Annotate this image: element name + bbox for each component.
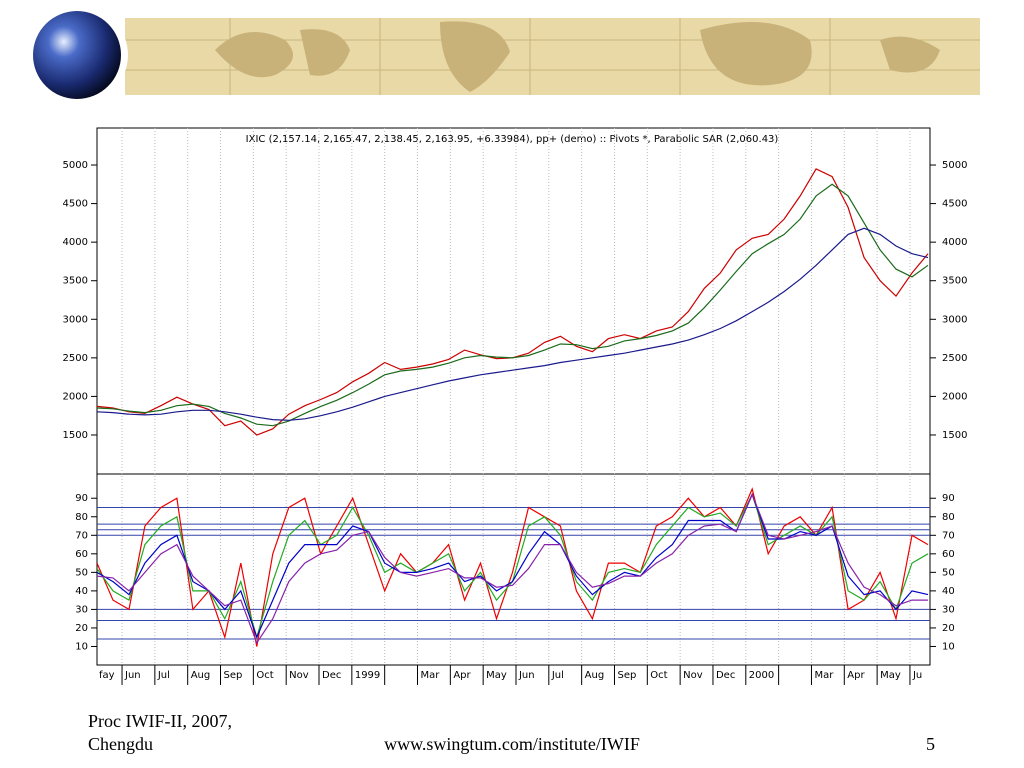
- footer-left: Proc IWIF-II, 2007,: [88, 711, 232, 731]
- x-tick-label: May: [486, 670, 507, 681]
- y-tick-label: 30: [942, 604, 955, 615]
- plot-area: [97, 128, 930, 665]
- series-line: [97, 168, 929, 436]
- x-tick-label: Jul: [157, 670, 170, 681]
- y-tick-label: 2500: [942, 353, 967, 364]
- y-tick-label: 10: [75, 641, 88, 652]
- y-tick-label: 5000: [942, 160, 967, 171]
- y-tick-label: 90: [75, 493, 88, 504]
- y-tick-label: 3500: [942, 276, 967, 287]
- y-tick-label: 80: [75, 512, 88, 523]
- y-tick-label: 2000: [942, 391, 967, 402]
- chart-title: IXIC (2,157.14, 2,165.47, 2,138.45, 2,16…: [246, 134, 779, 145]
- y-tick-label: 60: [942, 549, 955, 560]
- y-tick-label: 1500: [942, 430, 967, 441]
- x-tick-label: May: [880, 670, 901, 681]
- y-tick-label: 20: [75, 623, 88, 634]
- y-tick-label: 80: [942, 512, 955, 523]
- y-tick-label: 70: [75, 530, 88, 541]
- x-tick-label: Dec: [322, 670, 341, 681]
- y-tick-label: 20: [942, 623, 955, 634]
- y-tick-label: 4000: [63, 237, 88, 248]
- x-tick-label: Sep: [224, 670, 243, 681]
- series-line: [97, 492, 928, 645]
- x-tick-label: Sep: [617, 670, 636, 681]
- series-line: [97, 227, 929, 421]
- x-tick-label: Jun: [518, 670, 535, 681]
- footer-left: Chengdu: [88, 734, 153, 754]
- series-line: [97, 492, 929, 639]
- x-tick-label: Apr: [453, 670, 471, 681]
- x-tick-label: Nov: [289, 670, 309, 681]
- chart: IXIC (2,157.14, 2,165.47, 2,138.45, 2,16…: [63, 127, 967, 685]
- series-line: [97, 492, 929, 640]
- y-tick-label: 1500: [63, 430, 88, 441]
- x-tick-label: Dec: [716, 670, 735, 681]
- x-tick-label: 2000: [749, 670, 774, 681]
- banner: [32, 7, 980, 103]
- y-tick-label: 50: [942, 567, 955, 578]
- y-tick-label: 60: [75, 549, 88, 560]
- x-tick-label: Nov: [683, 670, 703, 681]
- x-tick-label: Jun: [124, 670, 141, 681]
- y-tick-label: 40: [75, 586, 88, 597]
- x-tick-label: 1999: [355, 670, 380, 681]
- y-tick-label: 5000: [63, 160, 88, 171]
- y-tick-label: 4500: [63, 199, 88, 210]
- y-tick-label: 3500: [63, 276, 88, 287]
- x-tick-label: Oct: [650, 670, 667, 681]
- y-tick-label: 3000: [63, 314, 88, 325]
- x-tick-label: Oct: [256, 670, 273, 681]
- y-tick-label: 90: [942, 493, 955, 504]
- x-tick-label: Aug: [585, 670, 605, 681]
- y-tick-label: 70: [942, 530, 955, 541]
- x-tick-label: fay: [99, 670, 115, 681]
- footer-url: www.swingtum.com/institute/IWIF: [384, 734, 640, 754]
- y-tick-label: 3000: [942, 314, 967, 325]
- series-line: [97, 183, 929, 427]
- y-tick-label: 10: [942, 641, 955, 652]
- y-tick-label: 30: [75, 604, 88, 615]
- x-tick-label: Jul: [551, 670, 564, 681]
- y-tick-label: 2500: [63, 353, 88, 364]
- page-number: 5: [926, 734, 935, 754]
- x-tick-label: Apr: [847, 670, 865, 681]
- series-line: [97, 487, 929, 647]
- y-tick-label: 40: [942, 586, 955, 597]
- y-tick-label: 2000: [63, 391, 88, 402]
- x-tick-label: Ju: [912, 670, 922, 681]
- y-tick-label: 4500: [942, 199, 967, 210]
- y-tick-label: 4000: [942, 237, 967, 248]
- x-tick-label: Aug: [191, 670, 211, 681]
- x-tick-label: Mar: [421, 670, 441, 681]
- y-tick-label: 50: [75, 567, 88, 578]
- x-tick-label: Mar: [814, 670, 834, 681]
